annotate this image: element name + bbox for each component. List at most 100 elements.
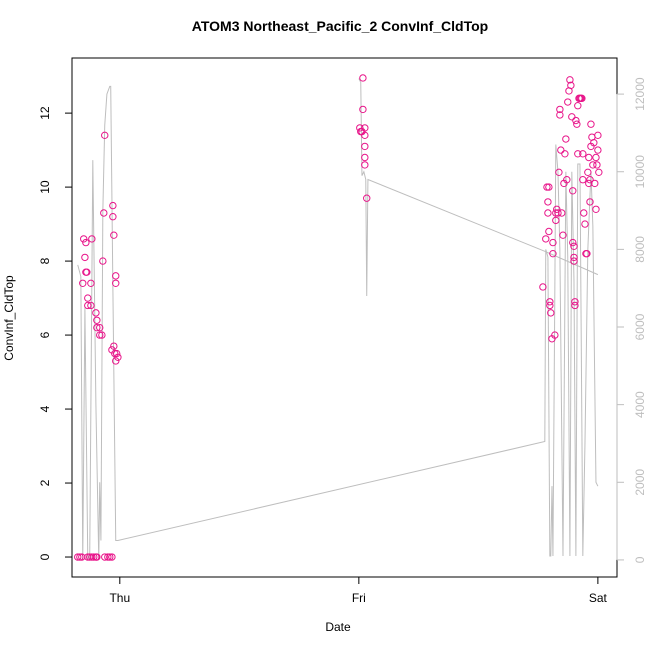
data-point: [101, 131, 109, 140]
data-point: [573, 120, 581, 128]
data-point: [99, 257, 107, 265]
y2-tick-label: 2000: [633, 469, 647, 496]
data-point: [570, 242, 578, 250]
data-line: [77, 78, 599, 561]
x-tick-label: Thu: [109, 591, 130, 605]
data-point: [574, 150, 582, 158]
data-point: [87, 301, 95, 310]
data-point: [96, 323, 104, 332]
data-point: [111, 349, 119, 358]
y-tick-label: 6: [38, 331, 52, 338]
data-point: [579, 150, 587, 158]
data-point: [112, 279, 120, 287]
data-point: [539, 283, 547, 291]
data-point: [109, 212, 117, 221]
data-point: [585, 153, 593, 162]
data-point: [579, 176, 587, 184]
chart-title: ATOM3 Northeast_Pacific_2 ConvInf_CldTop: [192, 18, 488, 34]
data-point: [543, 183, 551, 191]
data-point: [563, 176, 571, 184]
data-point: [566, 76, 574, 84]
data-point: [581, 220, 589, 228]
y-axis-label: ConvInf_CldTop: [2, 275, 16, 361]
data-point: [83, 268, 91, 276]
data-point: [546, 301, 554, 310]
data-point: [556, 111, 564, 119]
data-point: [578, 94, 586, 103]
data-point: [361, 142, 369, 151]
data-point: [98, 331, 106, 339]
data-point: [595, 168, 603, 177]
y-tick-label: 12: [38, 106, 52, 120]
data-point: [82, 238, 90, 247]
data-point: [109, 201, 117, 210]
y-tick-label: 10: [38, 180, 52, 194]
data-point: [571, 301, 579, 310]
data-point: [361, 131, 369, 140]
data-point: [93, 323, 101, 332]
data-point: [594, 146, 602, 154]
data-point: [583, 249, 591, 258]
data-point: [110, 231, 118, 239]
data-point: [110, 342, 118, 350]
data-point: [361, 153, 369, 162]
data-point: [106, 553, 114, 561]
data-point: [572, 116, 580, 125]
y-tick-label: 4: [38, 405, 52, 412]
y2-tick-label: 4000: [633, 391, 647, 418]
data-point: [361, 161, 369, 169]
data-point: [590, 139, 598, 147]
data-point: [571, 298, 579, 306]
data-point: [568, 113, 576, 121]
data-point: [545, 183, 553, 191]
data-point: [558, 209, 566, 217]
data-point: [112, 349, 121, 358]
y2-tick-label: 10000: [633, 155, 647, 189]
data-point: [547, 309, 555, 317]
data-point: [79, 279, 87, 287]
data-point: [359, 105, 367, 114]
data-point: [90, 553, 98, 561]
data-point: [574, 102, 582, 110]
data-point: [567, 81, 575, 90]
data-point: [584, 168, 592, 177]
data-point: [104, 553, 112, 561]
data-point: [559, 231, 567, 239]
data-point: [570, 257, 578, 265]
data-point: [570, 253, 578, 262]
x-axis-label: Date: [325, 620, 351, 634]
data-point: [112, 272, 120, 280]
data-point: [552, 216, 560, 225]
data-point: [580, 209, 588, 217]
data-point: [592, 205, 600, 213]
data-point: [562, 135, 570, 143]
data-point: [88, 553, 96, 561]
data-point: [88, 235, 96, 243]
data-point: [592, 153, 600, 162]
data-point: [591, 179, 599, 188]
data-point: [544, 209, 552, 217]
y-tick-label: 8: [38, 257, 52, 264]
x-tick-label: Sat: [589, 591, 608, 605]
data-point: [80, 235, 88, 243]
data-point: [546, 298, 554, 306]
data-point: [569, 238, 577, 247]
data-point: [542, 235, 550, 243]
data-point: [100, 209, 108, 217]
data-point: [594, 131, 602, 140]
data-point: [92, 309, 100, 317]
y-tick-label: 2: [38, 479, 52, 486]
data-point: [586, 198, 594, 206]
data-point: [569, 187, 577, 195]
data-point: [359, 74, 367, 82]
data-point: [93, 553, 101, 561]
data-point: [87, 279, 95, 287]
data-point: [81, 253, 89, 262]
data-point: [549, 249, 557, 258]
data-point: [112, 357, 120, 365]
y2-tick-label: 6000: [633, 313, 647, 340]
data-point: [361, 124, 369, 132]
data-point: [356, 124, 364, 132]
data-point: [74, 553, 82, 561]
data-point: [96, 331, 104, 339]
